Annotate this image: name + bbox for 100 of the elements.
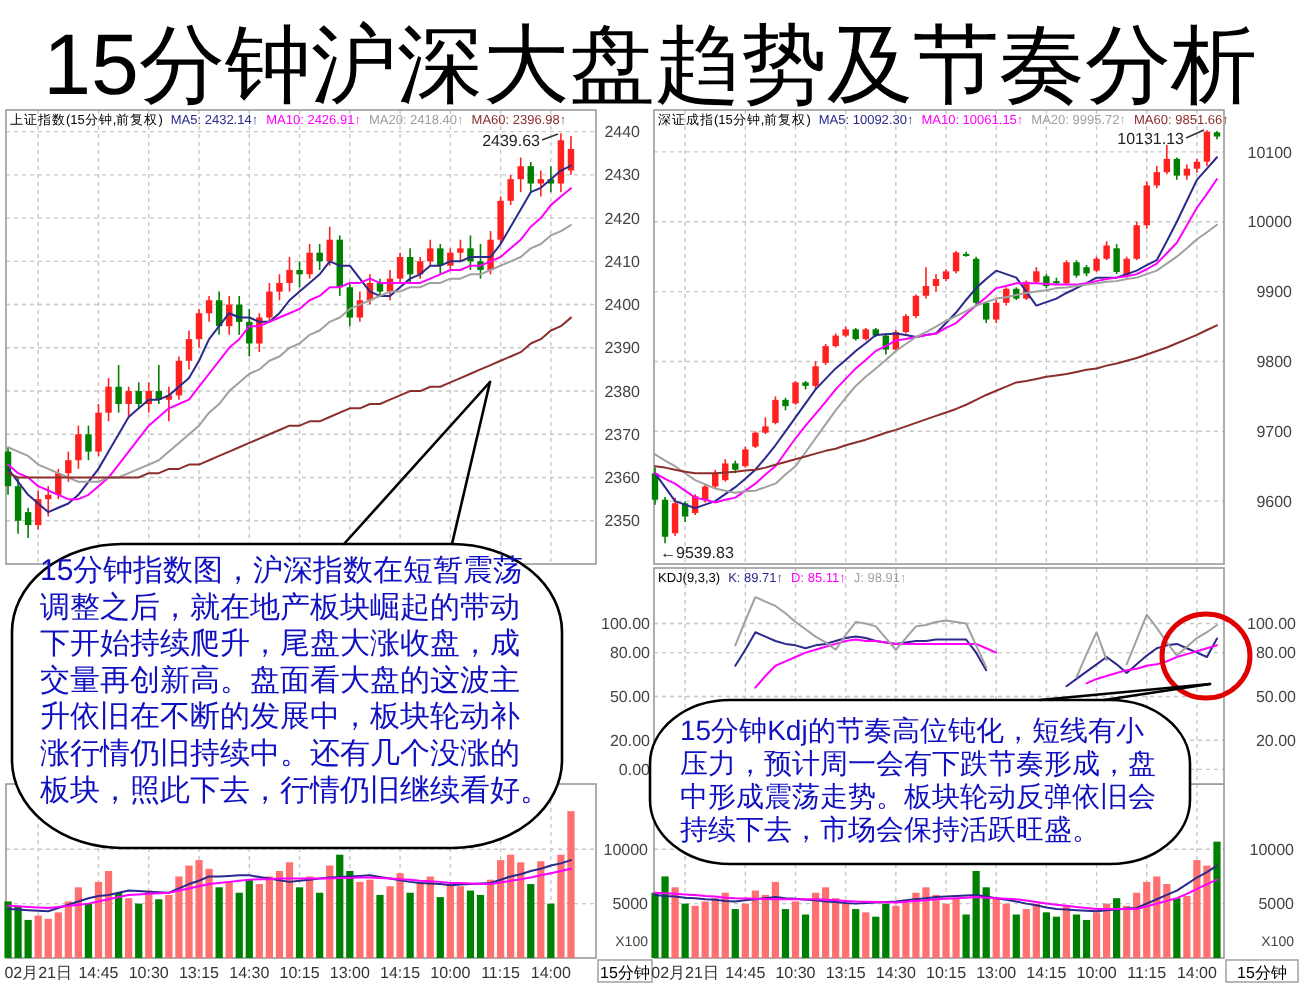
y-tick-label: 5000 bbox=[1258, 895, 1296, 914]
candlestick bbox=[537, 169, 545, 198]
candlestick bbox=[527, 161, 534, 193]
candlestick bbox=[306, 243, 313, 280]
annotation: 10131.13 bbox=[1117, 130, 1186, 148]
x-tick-label: 14:45 bbox=[725, 964, 767, 982]
candlestick bbox=[467, 234, 474, 271]
bar bbox=[537, 861, 545, 958]
x-tick-label: 14:45 bbox=[78, 964, 120, 982]
bar bbox=[145, 890, 153, 958]
candlestick bbox=[396, 251, 404, 284]
y-tick-label: 50.00 bbox=[609, 688, 652, 707]
line-series bbox=[654, 878, 1218, 911]
x-tick-label: 10:00 bbox=[430, 964, 472, 982]
candlestick bbox=[922, 266, 930, 300]
y-tick-label: 9600 bbox=[1256, 492, 1294, 511]
y-tick-label: 2420 bbox=[604, 209, 642, 228]
bar bbox=[215, 887, 223, 958]
candlestick bbox=[14, 476, 22, 535]
y-tick-label: 10000 bbox=[1247, 213, 1294, 232]
bar bbox=[436, 897, 444, 958]
candlestick bbox=[205, 295, 213, 323]
candlestick bbox=[1203, 129, 1211, 167]
candlestick bbox=[457, 238, 464, 263]
candlestick bbox=[135, 381, 142, 410]
x-tick-label: 13:15 bbox=[179, 964, 221, 982]
x-tick-label: 14:00 bbox=[1176, 964, 1219, 982]
x-tick-label: 02月21日 bbox=[651, 964, 719, 982]
candlestick bbox=[792, 380, 799, 406]
candlestick bbox=[912, 293, 920, 319]
candlestick bbox=[567, 135, 575, 176]
bar bbox=[155, 899, 163, 958]
candlestick bbox=[95, 403, 102, 457]
candlestick bbox=[1063, 259, 1070, 286]
annotation: 15分钟Kdj的节奏高位钝化，短线有小压力，预计周一会有下跌节奏形成，盘中形成震荡走势。板块轮动反弹依旧会持续下去，市场会保持活跃旺盛。 bbox=[680, 714, 1156, 845]
candlestick bbox=[195, 308, 203, 349]
x-tick-label: 10:15 bbox=[926, 964, 968, 982]
candlestick bbox=[406, 247, 414, 284]
bar bbox=[225, 881, 233, 958]
bar bbox=[791, 901, 800, 958]
bar bbox=[731, 909, 739, 958]
bar bbox=[316, 892, 324, 958]
x-tick-label: 11:15 bbox=[1127, 964, 1168, 982]
annotation: ←9539.83 bbox=[660, 544, 735, 562]
candlestick bbox=[507, 174, 514, 206]
candlestick bbox=[1153, 165, 1160, 190]
bar bbox=[135, 903, 143, 958]
line-series bbox=[7, 859, 572, 913]
y-tick-label: 100.00 bbox=[601, 615, 652, 634]
y-tick-label: 2410 bbox=[604, 252, 642, 271]
candlestick bbox=[286, 256, 293, 293]
chart-title: 15分钟沪深大盘趋势及节奏分析 bbox=[43, 18, 1257, 114]
candlestick bbox=[296, 260, 303, 289]
y-tick-label: 2370 bbox=[604, 425, 642, 444]
x-tick-label: 14:30 bbox=[229, 964, 271, 982]
candlestick bbox=[1103, 240, 1110, 261]
bar bbox=[305, 876, 314, 958]
y-tick-label: 9900 bbox=[1256, 283, 1294, 302]
x-axis-title: 15分钟 bbox=[1237, 964, 1287, 982]
annotation: 15分钟指数图，沪深指数在短暂震荡调整之后，就在地产板块崛起的带动下开始持续爬升，尾盘大涨收盘，成交量再创新高。盘面看大盘的这波主升依旧在不断的发展中，板块轮动补涨行情仍旧持续中。还有几个没涨的板块，照此下去，行情仍旧继续看好。 bbox=[38, 554, 550, 808]
bar bbox=[671, 887, 679, 958]
candlestick bbox=[65, 450, 72, 483]
candlestick bbox=[671, 496, 679, 537]
bar bbox=[1173, 898, 1181, 958]
x-tick-label: 13:00 bbox=[329, 964, 371, 982]
candlestick bbox=[125, 385, 132, 418]
candlestick bbox=[276, 273, 283, 302]
x-tick-label: 14:00 bbox=[530, 964, 572, 982]
y-tick-label: 0.00 bbox=[618, 761, 652, 780]
y-tick-label: 2380 bbox=[604, 382, 642, 401]
bar bbox=[852, 909, 860, 958]
candlestick bbox=[24, 506, 32, 539]
x-tick-label: 13:15 bbox=[825, 964, 867, 982]
x-axis-title: 15分钟 bbox=[600, 964, 650, 982]
candlestick bbox=[185, 329, 193, 371]
y-tick-label: 2430 bbox=[604, 166, 642, 185]
y-tick-label: 10100 bbox=[1247, 143, 1294, 162]
line-series bbox=[7, 867, 572, 909]
y-tick-label: 2440 bbox=[604, 123, 642, 142]
candlestick bbox=[557, 132, 565, 193]
candlestick bbox=[772, 395, 779, 426]
x-tick-label: 10:00 bbox=[1076, 964, 1118, 982]
y-tick-label: 80.00 bbox=[609, 644, 652, 663]
annotation: 2439.63 bbox=[482, 132, 542, 150]
bar bbox=[406, 892, 414, 958]
candlestick bbox=[902, 313, 910, 335]
x-tick-label: 10:15 bbox=[279, 964, 321, 982]
candlestick bbox=[1163, 144, 1171, 176]
bar bbox=[862, 912, 870, 958]
candlestick bbox=[105, 377, 112, 423]
candlestick bbox=[1113, 243, 1120, 275]
x-tick-label: 11:15 bbox=[481, 964, 522, 982]
x-tick-label: 10:30 bbox=[128, 964, 170, 982]
bar bbox=[295, 887, 304, 958]
candlestick bbox=[1143, 180, 1150, 230]
candlestick bbox=[742, 445, 749, 469]
bar bbox=[114, 892, 123, 958]
line-series bbox=[654, 864, 1218, 913]
bar bbox=[376, 894, 384, 958]
y-tick-label: 10000 bbox=[1249, 840, 1296, 859]
